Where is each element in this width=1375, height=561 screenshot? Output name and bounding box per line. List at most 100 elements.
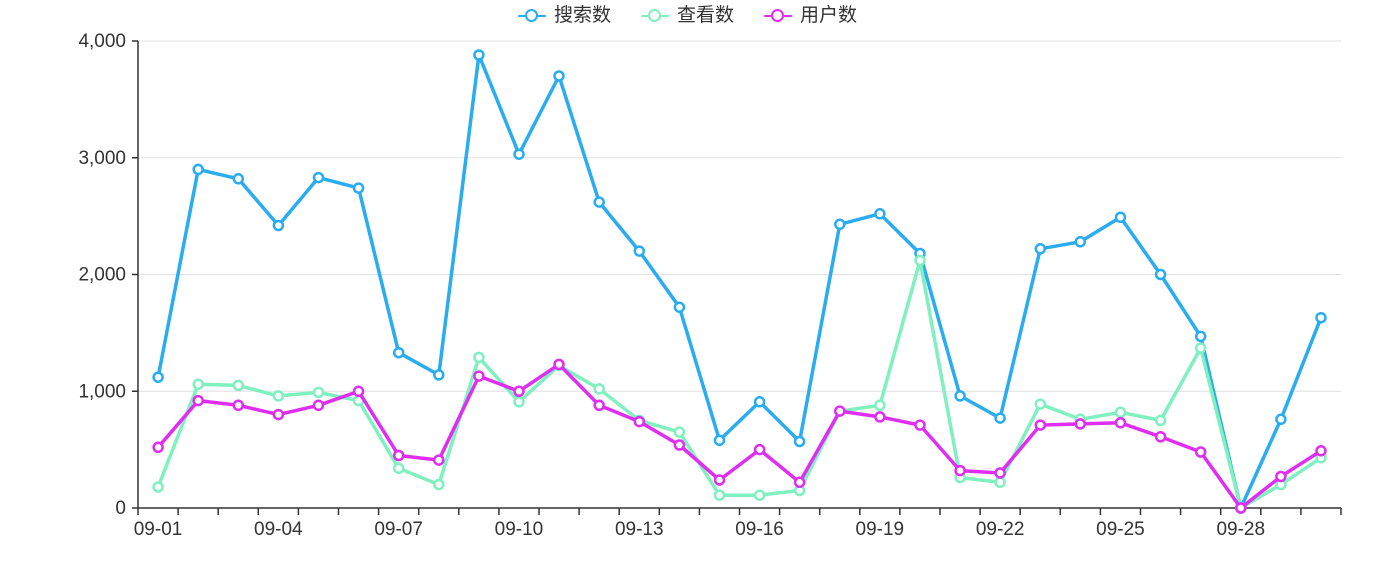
legend-item-view-count[interactable]: 查看数 xyxy=(640,5,734,26)
data-point xyxy=(1315,445,1327,457)
data-point xyxy=(473,351,485,364)
data-point xyxy=(753,443,766,456)
data-point xyxy=(994,412,1006,424)
y-axis-label: 2,000 xyxy=(78,265,126,286)
y-axis: 0 1,000 2,000 3,000 4,000 xyxy=(78,31,139,519)
data-point xyxy=(673,426,686,438)
data-point xyxy=(1154,268,1167,281)
legend-item-user-count[interactable]: 用户数 xyxy=(764,6,857,25)
data-point xyxy=(1074,418,1087,430)
data-point xyxy=(1154,431,1167,443)
data-point xyxy=(433,454,445,466)
series-view-count-line xyxy=(156,258,1323,510)
data-point xyxy=(392,346,405,359)
y-axis-label: 1,000 xyxy=(78,381,126,402)
data-point xyxy=(1034,398,1047,410)
data-point xyxy=(713,434,726,447)
x-axis: 09-01 09-04 09-07 09-10 09-13 09-16 09-19 09-22… xyxy=(134,507,1342,540)
data-point xyxy=(232,399,245,412)
data-point xyxy=(473,370,485,382)
series-user-count-line xyxy=(156,362,1323,510)
data-point xyxy=(793,435,806,448)
data-point xyxy=(473,49,485,61)
data-point xyxy=(513,385,525,398)
legend-label: 查看数 xyxy=(676,5,734,26)
data-point xyxy=(673,439,686,451)
y-axis-label: 3,000 xyxy=(78,148,126,169)
data-point xyxy=(513,396,525,408)
data-point xyxy=(1074,236,1087,248)
data-point xyxy=(954,390,966,402)
x-axis-label: 09-16 xyxy=(735,519,784,540)
data-point xyxy=(312,386,325,399)
line-marker-icon xyxy=(517,8,546,23)
data-point xyxy=(192,394,204,407)
data-point xyxy=(553,358,565,371)
data-point xyxy=(1114,211,1127,224)
data-point xyxy=(513,148,525,160)
data-point xyxy=(433,478,445,491)
data-point xyxy=(1275,413,1287,426)
data-point xyxy=(593,399,605,412)
data-point xyxy=(834,405,846,417)
data-point xyxy=(1275,470,1287,483)
data-point xyxy=(874,399,886,412)
data-point xyxy=(433,369,445,381)
data-point xyxy=(1315,311,1327,324)
data-point xyxy=(633,245,646,257)
data-point xyxy=(673,301,686,313)
data-point xyxy=(272,219,285,232)
x-axis-label: 09-01 xyxy=(134,519,183,540)
data-point xyxy=(713,474,726,486)
data-point xyxy=(593,196,605,208)
data-point xyxy=(633,415,646,428)
data-point xyxy=(1114,417,1127,429)
data-point xyxy=(874,411,886,423)
series-view-count xyxy=(152,254,1327,514)
data-point xyxy=(392,462,405,475)
data-point xyxy=(192,378,204,390)
data-point xyxy=(1154,414,1167,427)
x-axis-label: 09-22 xyxy=(976,519,1025,540)
data-point xyxy=(312,171,325,184)
legend-item-search-count[interactable]: 搜索数 xyxy=(517,5,611,26)
data-point xyxy=(753,396,766,408)
data-point xyxy=(1194,342,1207,354)
data-point xyxy=(152,371,164,383)
y-axis-label: 4,000 xyxy=(78,31,126,52)
data-point xyxy=(914,254,926,267)
data-point xyxy=(272,408,285,421)
data-point xyxy=(994,476,1006,489)
data-point xyxy=(392,449,405,462)
data-point xyxy=(1235,502,1247,514)
data-point xyxy=(593,383,605,395)
legend-label: 用户数 xyxy=(800,5,858,26)
data-point xyxy=(1034,243,1047,255)
data-point xyxy=(1194,330,1207,343)
x-axis-label: 09-07 xyxy=(374,519,423,540)
data-point xyxy=(352,385,365,398)
line-marker-icon xyxy=(764,8,792,23)
data-point xyxy=(1114,406,1127,419)
data-point xyxy=(192,163,204,176)
data-point xyxy=(312,399,325,412)
x-axis-label: 09-25 xyxy=(1096,519,1145,540)
data-point xyxy=(793,476,806,489)
data-point xyxy=(874,208,886,220)
series-user-count xyxy=(152,358,1327,514)
data-point xyxy=(152,481,164,493)
x-axis-label: 09-13 xyxy=(615,519,664,540)
data-point xyxy=(553,70,565,82)
data-point xyxy=(1194,446,1207,458)
data-point xyxy=(232,379,245,392)
data-point xyxy=(954,464,966,477)
series-search-count-line xyxy=(156,53,1323,510)
y-axis-label: 0 xyxy=(115,498,126,519)
data-point xyxy=(994,467,1006,479)
legend-label: 搜索数 xyxy=(553,5,611,26)
data-point xyxy=(232,173,245,185)
data-point xyxy=(834,218,846,231)
gridlines xyxy=(138,40,1341,392)
